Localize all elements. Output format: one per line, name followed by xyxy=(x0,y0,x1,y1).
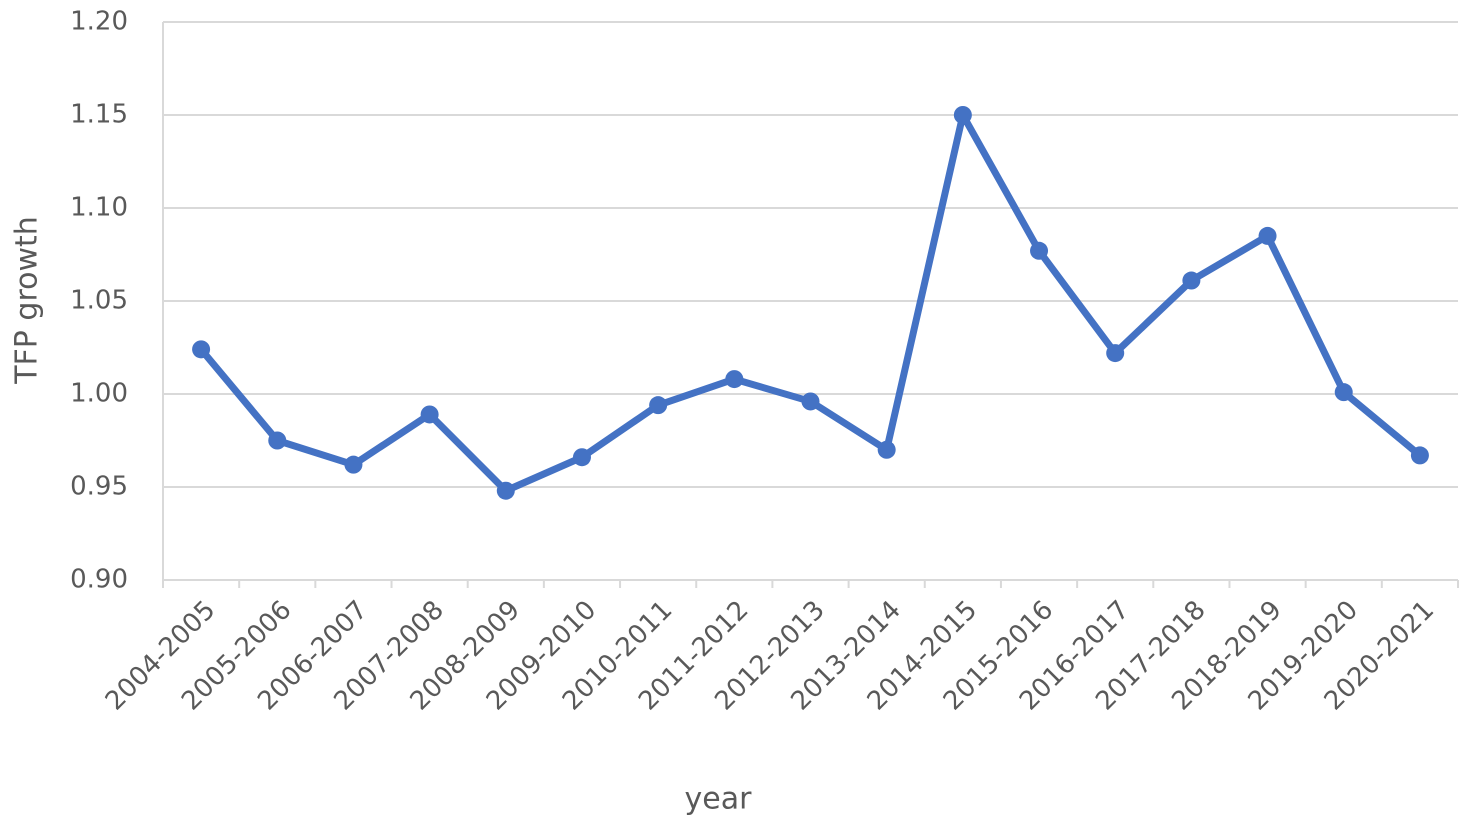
marker xyxy=(1334,383,1353,402)
marker xyxy=(572,448,591,467)
marker xyxy=(344,455,363,474)
y-tick-label: 0.90 xyxy=(70,565,128,595)
line xyxy=(198,111,1423,495)
marker xyxy=(1258,226,1277,245)
marker xyxy=(801,392,820,411)
y-tick-label: 1.20 xyxy=(70,7,128,37)
y-tick-label: 1.10 xyxy=(70,193,128,223)
marker xyxy=(877,440,896,459)
marker xyxy=(192,340,211,359)
marker xyxy=(649,396,668,415)
marker xyxy=(1410,446,1429,465)
y-tick-label: 1.00 xyxy=(70,379,128,409)
y-axis-title: TFP growth xyxy=(10,216,45,385)
x-axis-title: year xyxy=(685,782,753,817)
marker xyxy=(1030,241,1049,260)
marker xyxy=(496,481,515,500)
marker xyxy=(1106,344,1125,363)
y-tick-label: 1.05 xyxy=(70,286,128,316)
y-tick-label: 1.15 xyxy=(70,100,128,130)
marker xyxy=(1182,271,1201,290)
marker xyxy=(420,405,439,424)
marker xyxy=(268,431,287,450)
marker xyxy=(725,370,744,389)
y-tick-label: 0.95 xyxy=(70,472,128,502)
marker xyxy=(953,106,972,124)
